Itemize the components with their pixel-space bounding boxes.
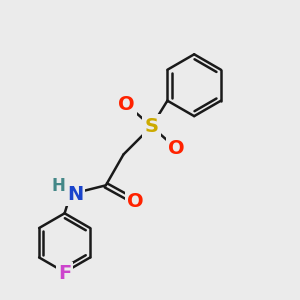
Text: O: O — [168, 139, 185, 158]
Text: O: O — [127, 192, 144, 211]
Text: O: O — [118, 95, 135, 114]
Text: F: F — [58, 264, 71, 283]
Text: S: S — [145, 117, 158, 136]
Text: N: N — [67, 185, 83, 204]
Text: H: H — [51, 177, 65, 195]
